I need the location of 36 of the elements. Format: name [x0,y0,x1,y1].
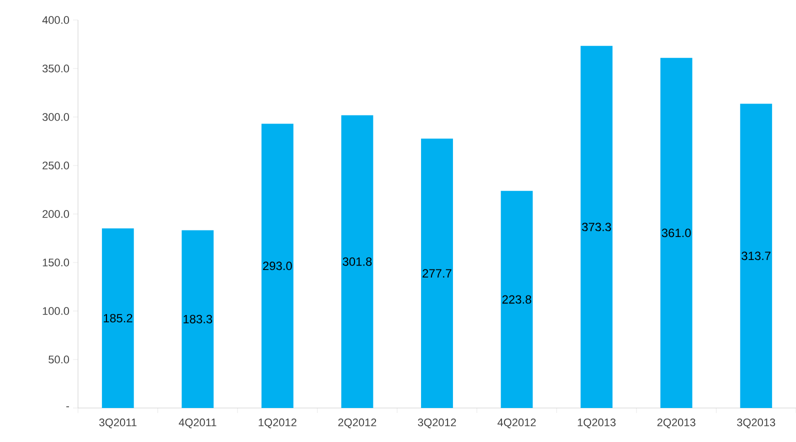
y-tick-label: 350.0 [42,64,70,72]
bar [421,138,453,408]
data-label: 223.8 [502,295,532,304]
x-tick-label: 3Q2012 [418,418,456,428]
data-label: 301.8 [342,257,372,266]
x-tick-label: 1Q2013 [578,418,616,428]
bar [660,58,692,408]
bar [182,230,214,408]
data-label: 183.3 [184,314,212,324]
x-tick-label: 2Q2013 [657,418,696,428]
y-tick-label: 100.0 [42,307,70,315]
x-tick-label: 3Q2011 [99,418,136,428]
bar [740,104,772,408]
y-tick-label: 200.0 [42,210,70,218]
data-label: 293.0 [263,262,292,270]
data-label: 361.0 [662,228,691,238]
bar [261,124,294,408]
y-tick-label: 300.0 [42,113,70,121]
data-label: 185.2 [104,314,132,322]
bar [341,115,374,408]
bar [102,228,134,408]
x-tick-label: 2Q2012 [338,418,376,428]
x-tick-label: 4Q2012 [498,418,536,428]
x-tick-label: 4Q2011 [178,418,216,428]
y-tick-label: 400.0 [42,16,70,24]
data-label: 373.3 [582,222,611,232]
y-tick-label: 50.0 [48,356,70,364]
x-tick-label: 1Q2012 [258,418,296,428]
y-tick-label: 250.0 [42,162,70,170]
x-tick-label: 3Q2013 [737,418,776,428]
bar [500,190,533,408]
data-label: 277.7 [422,269,452,278]
y-tick-label: 150.0 [42,258,70,266]
bar [580,46,613,408]
y-tick-label: - [66,406,69,408]
data-label: 313.7 [742,252,770,260]
